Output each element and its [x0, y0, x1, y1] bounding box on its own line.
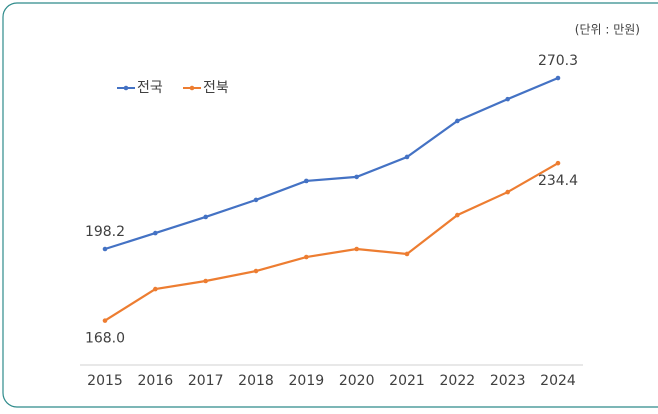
point — [304, 178, 309, 184]
point — [102, 318, 108, 323]
point — [304, 254, 309, 260]
point — [555, 75, 561, 81]
data-label: 168.0 — [85, 331, 125, 347]
series-line — [104, 77, 559, 251]
x-tick-label: 2019 — [289, 373, 325, 389]
point — [505, 96, 510, 102]
point — [354, 174, 359, 180]
point — [253, 268, 259, 274]
point — [153, 286, 158, 292]
point — [404, 154, 410, 160]
x-tick-label: 2017 — [188, 373, 224, 389]
x-tick-label: 2023 — [490, 373, 526, 389]
point — [203, 278, 208, 284]
x-tick-label: 2024 — [540, 373, 576, 389]
legend-marker — [189, 85, 195, 91]
legend-marker — [123, 85, 129, 91]
frame — [2, 2, 658, 408]
x-tick-label: 2015 — [87, 373, 123, 389]
x-tick-label: 2016 — [138, 373, 174, 389]
series-line — [104, 162, 559, 322]
point — [404, 251, 410, 257]
x-tick-label: 2020 — [339, 373, 375, 389]
x-tick-label: 2021 — [389, 373, 425, 389]
point — [102, 246, 108, 252]
point — [455, 212, 460, 218]
data-label: 270.3 — [538, 53, 578, 69]
point — [455, 118, 460, 124]
legend-label: 전국 — [137, 80, 163, 96]
point — [253, 197, 259, 203]
unit-note: (단위 : 만원) — [575, 23, 640, 37]
point — [555, 160, 561, 166]
point — [354, 246, 359, 252]
data-label: 234.4 — [538, 173, 578, 189]
x-tick-label: 2018 — [238, 373, 274, 389]
point — [203, 214, 208, 220]
point — [505, 189, 510, 195]
x-tick-label: 2022 — [440, 373, 476, 389]
data-label: 198.2 — [85, 224, 125, 240]
point — [153, 230, 158, 236]
legend-label: 전북 — [203, 80, 229, 96]
